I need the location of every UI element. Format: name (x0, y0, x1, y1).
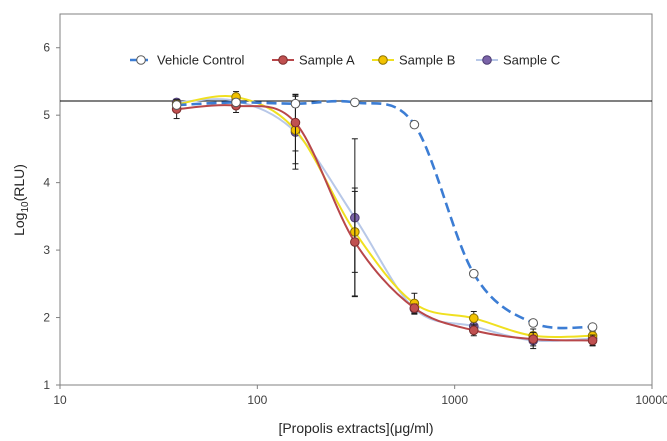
x-tick-label: 1000 (441, 393, 468, 407)
legend-item-sample-c: Sample C (476, 53, 560, 68)
series-line-sample-b (176, 95, 593, 339)
y-tick-label: 1 (43, 378, 50, 392)
legend-item-sample-a: Sample A (272, 53, 355, 68)
legend-item-sample-b: Sample B (372, 53, 455, 68)
legend-label: Vehicle Control (157, 53, 245, 68)
legend-marker (278, 55, 288, 65)
legend-label: Sample B (399, 53, 455, 68)
data-point (468, 268, 479, 279)
data-point (171, 100, 182, 110)
data-point (587, 322, 598, 332)
legend-marker (378, 55, 388, 65)
data-point (231, 97, 241, 108)
plot-area (59, 13, 653, 386)
data-point (468, 313, 479, 324)
data-point (290, 117, 301, 128)
y-tick-label: 5 (43, 108, 50, 122)
legend-marker (482, 55, 492, 65)
legend-item-vehicle-control: Vehicle Control (130, 53, 245, 68)
x-tick-label: 100 (247, 393, 267, 407)
y-axis-title-tail: (RLU) (11, 164, 27, 201)
data-point (350, 237, 360, 247)
x-tick-label: 10000 (635, 393, 667, 407)
data-point (528, 334, 538, 344)
data-point (350, 97, 360, 108)
y-axis-title: Log10(RLU) (11, 164, 31, 236)
series-line-vehicle-control (176, 99, 593, 330)
data-point (587, 335, 598, 346)
data-point (290, 98, 301, 109)
data-point (409, 303, 420, 313)
data-point (409, 119, 420, 130)
data-point (468, 325, 479, 336)
data-point (528, 318, 538, 328)
legend: Vehicle Control Sample A Sample B Sample C (130, 53, 560, 68)
x-tick-label: 10 (53, 393, 67, 407)
legend-label: Sample C (503, 53, 560, 68)
series-layer (171, 91, 598, 350)
y-axis-title-subscript: 10 (20, 201, 31, 213)
x-axis-title: [Propolis extracts](μg/ml) (278, 420, 433, 436)
legend-label: Sample A (299, 53, 355, 68)
y-axis-ticks: 1 2 3 4 5 6 (43, 41, 60, 392)
series-vehicle-control (171, 97, 598, 332)
legend-marker (136, 55, 146, 65)
x-axis-ticks: 10 100 1000 10000 (53, 385, 667, 407)
y-tick-label: 4 (43, 176, 50, 190)
y-tick-label: 6 (43, 41, 50, 55)
series-line-sample-a (176, 104, 593, 342)
y-axis-title-main: Log (11, 213, 27, 236)
y-tick-label: 3 (43, 243, 50, 257)
y-tick-label: 2 (43, 311, 50, 325)
